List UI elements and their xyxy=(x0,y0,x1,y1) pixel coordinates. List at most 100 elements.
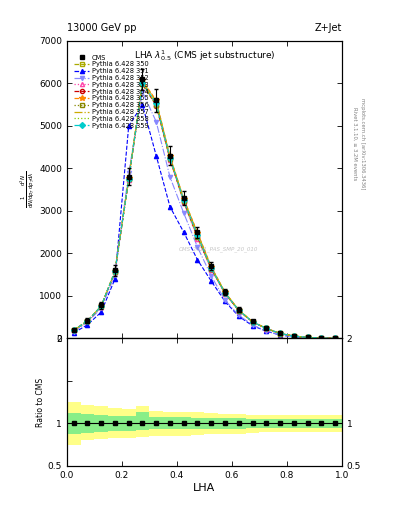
Pythia 6.428 357 xyxy=(222,290,227,296)
Pythia 6.428 359 xyxy=(278,330,283,336)
Pythia 6.428 358 xyxy=(264,325,269,331)
Pythia 6.428 354 xyxy=(319,335,324,341)
Y-axis label: $\frac{1}{\mathrm{d}N/\mathrm{d}p_T}\frac{\mathrm{d}^2N}{\mathrm{d}p_T\mathrm{d}: $\frac{1}{\mathrm{d}N/\mathrm{d}p_T}\fra… xyxy=(18,171,36,208)
Pythia 6.428 352 xyxy=(99,305,104,311)
Pythia 6.428 358 xyxy=(85,318,90,324)
Pythia 6.428 351 xyxy=(113,276,118,282)
Pythia 6.428 356 xyxy=(305,334,310,340)
Pythia 6.428 355 xyxy=(222,289,227,295)
Pythia 6.428 356 xyxy=(319,335,324,341)
Pythia 6.428 356 xyxy=(72,327,76,333)
Pythia 6.428 354 xyxy=(209,266,214,272)
Pythia 6.428 356 xyxy=(127,176,131,182)
Pythia 6.428 353 xyxy=(264,326,269,332)
Pythia 6.428 353 xyxy=(113,269,118,275)
Pythia 6.428 351 xyxy=(292,334,296,340)
Pythia 6.428 358 xyxy=(305,334,310,340)
Pythia 6.428 358 xyxy=(140,81,145,87)
Pythia 6.428 356 xyxy=(209,265,214,271)
Pythia 6.428 359 xyxy=(72,327,76,333)
Pythia 6.428 355 xyxy=(85,318,90,324)
Pythia 6.428 352 xyxy=(154,119,159,125)
Pythia 6.428 356 xyxy=(195,234,200,240)
Pythia 6.428 353 xyxy=(209,267,214,273)
Pythia 6.428 352 xyxy=(292,334,296,340)
Pythia 6.428 355 xyxy=(264,325,269,331)
Pythia 6.428 357 xyxy=(140,79,145,86)
Pythia 6.428 354 xyxy=(264,326,269,332)
Pythia 6.428 359 xyxy=(182,197,186,203)
Pythia 6.428 353 xyxy=(237,308,241,314)
Pythia 6.428 353 xyxy=(154,101,159,108)
Pythia 6.428 353 xyxy=(278,330,283,336)
Pythia 6.428 353 xyxy=(72,327,76,333)
Pythia 6.428 355 xyxy=(127,175,131,181)
Pythia 6.428 351 xyxy=(278,332,283,338)
Pythia 6.428 359 xyxy=(154,100,159,106)
Pythia 6.428 358 xyxy=(72,327,76,333)
X-axis label: LHA: LHA xyxy=(193,482,215,493)
Pythia 6.428 353 xyxy=(99,304,104,310)
Pythia 6.428 358 xyxy=(222,290,227,296)
Pythia 6.428 350 xyxy=(154,98,159,104)
Pythia 6.428 352 xyxy=(195,244,200,250)
Pythia 6.428 355 xyxy=(237,307,241,313)
Pythia 6.428 355 xyxy=(292,333,296,339)
Pythia 6.428 353 xyxy=(168,157,173,163)
Pythia 6.428 353 xyxy=(319,335,324,341)
Pythia 6.428 352 xyxy=(85,319,90,325)
Pythia 6.428 359 xyxy=(237,307,241,313)
Pythia 6.428 358 xyxy=(154,102,159,108)
Pythia 6.428 358 xyxy=(237,307,241,313)
Pythia 6.428 351 xyxy=(250,323,255,329)
Pythia 6.428 357 xyxy=(305,334,310,340)
Pythia 6.428 358 xyxy=(278,330,283,336)
Pythia 6.428 358 xyxy=(250,319,255,325)
Pythia 6.428 350 xyxy=(127,176,131,182)
Y-axis label: Ratio to CMS: Ratio to CMS xyxy=(36,378,45,426)
Pythia 6.428 351 xyxy=(237,313,241,319)
Pythia 6.428 357 xyxy=(99,303,104,309)
Pythia 6.428 350 xyxy=(99,303,104,309)
Pythia 6.428 354 xyxy=(140,81,145,88)
Pythia 6.428 358 xyxy=(168,155,173,161)
Pythia 6.428 357 xyxy=(195,232,200,238)
Pythia 6.428 352 xyxy=(182,210,186,216)
Pythia 6.428 354 xyxy=(305,334,310,340)
Pythia 6.428 356 xyxy=(85,318,90,324)
Pythia 6.428 353 xyxy=(250,319,255,325)
Line: Pythia 6.428 354: Pythia 6.428 354 xyxy=(72,82,337,340)
Pythia 6.428 352 xyxy=(305,335,310,341)
Pythia 6.428 350 xyxy=(72,327,76,333)
Pythia 6.428 351 xyxy=(182,229,186,235)
Pythia 6.428 351 xyxy=(168,204,173,210)
Pythia 6.428 359 xyxy=(333,335,338,342)
Pythia 6.428 354 xyxy=(127,177,131,183)
Pythia 6.428 358 xyxy=(113,268,118,274)
Text: CMS_2021_PAS_SMP_20_010: CMS_2021_PAS_SMP_20_010 xyxy=(178,246,258,252)
Pythia 6.428 352 xyxy=(113,271,118,278)
Pythia 6.428 358 xyxy=(182,198,186,204)
Pythia 6.428 355 xyxy=(72,327,76,333)
Pythia 6.428 355 xyxy=(209,264,214,270)
Pythia 6.428 358 xyxy=(127,176,131,182)
Pythia 6.428 356 xyxy=(113,268,118,274)
Pythia 6.428 356 xyxy=(333,335,338,342)
Pythia 6.428 358 xyxy=(209,265,214,271)
Pythia 6.428 359 xyxy=(113,268,118,274)
Pythia 6.428 351 xyxy=(209,278,214,284)
Pythia 6.428 353 xyxy=(140,80,145,87)
Pythia 6.428 357 xyxy=(72,327,76,333)
Pythia 6.428 351 xyxy=(127,123,131,129)
Pythia 6.428 357 xyxy=(292,333,296,339)
Pythia 6.428 357 xyxy=(278,330,283,336)
Pythia 6.428 359 xyxy=(222,290,227,296)
Pythia 6.428 359 xyxy=(195,232,200,239)
Pythia 6.428 356 xyxy=(292,333,296,339)
Pythia 6.428 355 xyxy=(333,335,338,342)
Pythia 6.428 359 xyxy=(140,80,145,86)
Pythia 6.428 356 xyxy=(168,156,173,162)
Pythia 6.428 352 xyxy=(140,89,145,95)
Pythia 6.428 359 xyxy=(99,303,104,309)
Pythia 6.428 351 xyxy=(264,328,269,334)
